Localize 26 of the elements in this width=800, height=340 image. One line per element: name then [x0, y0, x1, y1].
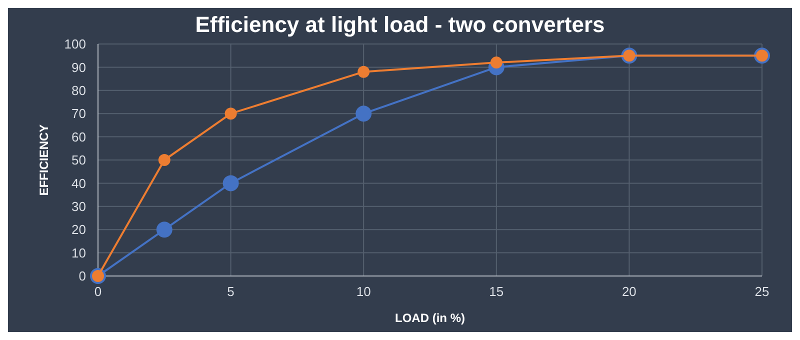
y-tick-label: 20 [72, 222, 86, 238]
y-tick-label: 90 [72, 60, 86, 75]
y-tick-label: 60 [72, 129, 86, 144]
point [156, 222, 172, 238]
y-tick-label: 100 [64, 36, 86, 52]
point [158, 154, 170, 166]
point [222, 175, 239, 192]
x-axis-title: LOAD (in %) [395, 311, 465, 325]
y-tick-label: 40 [72, 176, 86, 191]
point [358, 66, 370, 78]
y-tick-label: 70 [72, 106, 86, 122]
point [356, 106, 372, 122]
x-tick-label: 5 [227, 284, 234, 299]
y-tick-label: 50 [72, 152, 86, 168]
x-tick-label: 10 [356, 284, 371, 299]
x-tick-label: 25 [754, 284, 770, 299]
x-tick-label: 20 [622, 284, 636, 299]
y-tick-label: 30 [72, 198, 86, 214]
x-tick-label: 15 [489, 284, 504, 299]
x-tick-label: 0 [94, 284, 102, 299]
chart-title: Efficiency at light load - two converters [195, 12, 605, 37]
y-tick-label: 10 [72, 245, 86, 260]
y-tick-label: 0 [78, 268, 86, 284]
y-axis-title: EFFICIENCY [37, 124, 51, 196]
point [224, 108, 237, 120]
y-tick-label: 80 [72, 82, 86, 98]
